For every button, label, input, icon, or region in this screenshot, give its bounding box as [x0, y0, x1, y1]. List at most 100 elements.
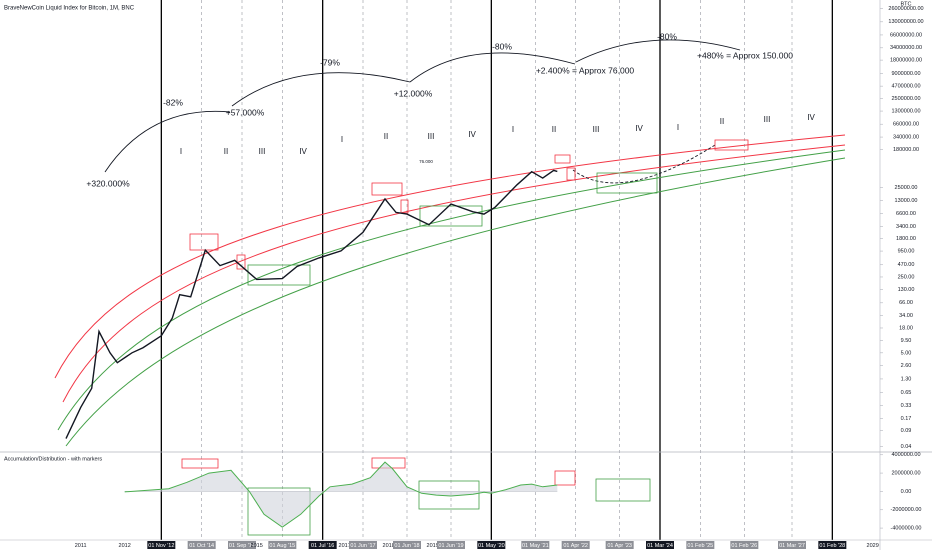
tick-label-bg — [778, 541, 806, 549]
phase-label: IV — [468, 130, 476, 139]
annotation: -79% — [320, 57, 340, 67]
lower-band — [57, 149, 846, 431]
x-tick-label: 2029 — [867, 543, 879, 549]
y-tick-label: 66.00 — [899, 300, 913, 306]
marks-layer: 2011 2012 01 Nov '12 01 Oct '14 01 Sep '1420… — [65, 6, 924, 549]
y-tick-label: 9000000.00 — [891, 71, 920, 77]
y-tick-label: 340000.00 — [893, 135, 919, 141]
y-tick-label: 34.00 — [899, 313, 913, 319]
annotation: -80% — [657, 31, 677, 41]
x-tick-label: 2019 — [427, 543, 439, 549]
y-tick-label: 25000.00 — [895, 185, 918, 191]
bottom-box — [247, 487, 311, 536]
tick-label-bg — [521, 541, 550, 549]
y-tick-label: -2000000.00 — [891, 507, 922, 513]
phase-label: I — [677, 123, 679, 132]
tick-label-bg — [228, 541, 256, 549]
phase-label: III — [764, 115, 771, 124]
y-tick-label: 4000000.00 — [891, 452, 920, 458]
y-tick-label: 1300000.00 — [891, 109, 920, 115]
grid-layer — [160, 0, 833, 540]
x-tick-label: 01 May '21 — [522, 543, 549, 549]
y-tick-label: 2000000.00 — [891, 471, 920, 477]
bottom-box — [596, 172, 658, 194]
x-tick-label: 2015 — [251, 543, 263, 549]
tick-label-bg — [393, 541, 421, 549]
y-tick-label: 18000000.00 — [890, 58, 922, 64]
arc — [409, 52, 576, 83]
bottom-box — [595, 478, 651, 502]
tick-label-bg — [686, 541, 715, 549]
phase-label: II — [552, 125, 556, 134]
y-tick-label: 6600.00 — [896, 211, 916, 217]
annotation: +2.400% = Approx 76.000 — [536, 65, 635, 75]
x-tick-label: 01 Feb '28 — [819, 543, 845, 549]
x-tick-label: 01 Jun '18 — [394, 543, 419, 549]
area-fill — [124, 462, 558, 528]
x-tick-label: 01 Sep '14 — [229, 543, 255, 549]
y-tick-label: 18.00 — [899, 325, 913, 331]
x-tick-label: 01 Jun '17 — [350, 543, 375, 549]
y-tick-label: 0.09 — [901, 428, 912, 434]
lower-band — [65, 157, 846, 447]
y-tick-label: 34000000.00 — [890, 45, 922, 51]
x-tick-label: 01 Feb '25 — [687, 543, 713, 549]
phase-label: III — [593, 125, 600, 134]
axis-unit: BTC — [901, 1, 912, 7]
top-box — [400, 199, 409, 214]
x-tick-label: 2012 — [119, 543, 131, 549]
tick-label-bg — [646, 541, 674, 549]
y-tick-label: 130000000.00 — [888, 19, 923, 25]
phase-label: II — [224, 147, 228, 156]
annotation: -82% — [163, 97, 183, 107]
y-tick-label: 0.33 — [901, 403, 912, 409]
y-tick-label: -4000000.00 — [891, 526, 922, 532]
top-box — [714, 139, 749, 151]
y-tick-label: 950.00 — [898, 249, 915, 255]
y-tick-label: 1800.00 — [896, 236, 916, 242]
phase-label: I — [512, 125, 514, 134]
annotation: +57.000% — [226, 107, 265, 117]
y-tick-label: 66000000.00 — [890, 32, 922, 38]
phase-label: I — [341, 135, 343, 144]
y-tick-label: 4700000.00 — [891, 84, 920, 90]
bottom-box — [418, 480, 480, 510]
annotation: +480% = Approx 150.000 — [697, 50, 793, 60]
upper-band — [62, 144, 846, 403]
upper-band — [54, 134, 846, 379]
y-tick-label: 130.00 — [898, 287, 915, 293]
x-tick-label: 2011 — [75, 543, 87, 549]
x-tick-label: 01 Apr '22 — [563, 543, 588, 549]
tick-label-bg — [308, 541, 337, 549]
chart-title: BraveNewCoin Liquid Index for Bitcoin, 1… — [4, 6, 135, 12]
tick-label-bg — [268, 541, 297, 549]
y-tick-label: 470.00 — [898, 262, 915, 268]
y-tick-label: 0.00 — [901, 489, 912, 495]
y-tick-label: 660000.00 — [893, 122, 919, 128]
phase-label: IV — [635, 124, 643, 133]
x-tick-label: 01 Oct '14 — [189, 543, 214, 549]
x-tick-label: 01 Mar '24 — [647, 543, 673, 549]
boxes — [181, 139, 749, 536]
y-tick-label: 13000.00 — [895, 198, 918, 204]
annotation: +12.000% — [394, 88, 433, 98]
price-line — [65, 169, 558, 439]
y-tick-label: 250.00 — [898, 274, 915, 280]
x-tick-label: 01 Aug '15 — [269, 543, 295, 549]
x-tick-label: 01 Apr '23 — [607, 543, 632, 549]
arc — [575, 39, 741, 63]
y-tick-label: 2.60 — [901, 363, 912, 369]
x-tick-label: 01 Nov '12 — [148, 543, 174, 549]
bottom-box — [419, 205, 483, 227]
phase-label: IV — [299, 147, 307, 156]
top-box — [181, 458, 219, 469]
indicator-title: Accumulation/Distribution - with markers — [4, 456, 102, 462]
annotation: +320.000% — [86, 178, 130, 188]
y-tick-label: 9.50 — [901, 338, 912, 344]
top-box — [554, 470, 576, 486]
x-tick-label: 01 May '20 — [478, 543, 505, 549]
y-tick-label: 260000000.00 — [888, 6, 923, 12]
y-tick-label: 1.30 — [901, 376, 912, 382]
y-tick-label: 0.17 — [901, 416, 912, 422]
